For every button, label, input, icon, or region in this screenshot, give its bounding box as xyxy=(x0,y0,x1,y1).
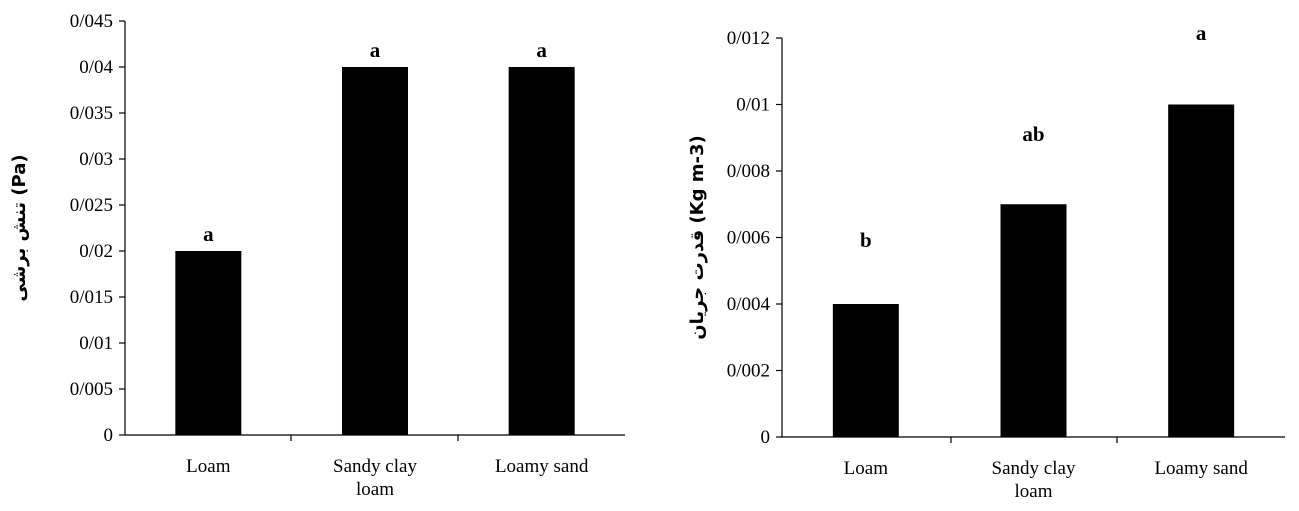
shear-stress-chart: 0 0/005 0/01 0/015 0/02 0/025 0/03 0/035 0/04 0/0… xyxy=(9,11,625,500)
significance-label: b xyxy=(860,228,872,252)
x-category-label-line: loam xyxy=(356,479,394,500)
x-category-label-line: Loamy sand xyxy=(1154,458,1248,479)
bar-1 xyxy=(832,304,899,437)
x-category-label: Loamy sand xyxy=(495,456,589,477)
bar-2 xyxy=(1000,204,1067,437)
significance-label: a xyxy=(370,38,381,62)
y-tick-label: 0/01 xyxy=(736,95,770,116)
x-category-label: Sandy clay loam xyxy=(992,458,1076,502)
y-tick-label: 0/02 xyxy=(79,241,113,262)
y-tick-label: 0 xyxy=(104,425,114,446)
bar-3 xyxy=(1168,104,1235,437)
significance-label: a xyxy=(536,38,547,62)
x-category-label-line: Loam xyxy=(186,456,231,477)
x-category-label: Loam xyxy=(186,456,231,477)
y-tick-label: 0/035 xyxy=(70,103,113,124)
x-category-label-line: Loam xyxy=(844,458,889,479)
y-tick-label: 0/005 xyxy=(70,379,113,400)
x-category-label-line: loam xyxy=(1015,481,1053,502)
x-category-label: Sandy clay loam xyxy=(333,456,417,500)
y-tick-label: 0/03 xyxy=(79,149,113,170)
y-tick-label: 0/004 xyxy=(727,294,771,315)
y-tick-label: 0/006 xyxy=(727,228,770,249)
stream-power-chart: 0 0/002 0/004 0/006 0/008 0/01 0/012 b Loam ab San… xyxy=(687,21,1285,502)
x-category-label-line: Sandy clay xyxy=(333,456,417,477)
y-tick-label: 0/025 xyxy=(70,195,113,216)
x-category-label: Loam xyxy=(844,458,889,479)
significance-label: a xyxy=(203,222,214,246)
y-tick-label: 0/012 xyxy=(727,28,770,49)
x-category-label-line: Sandy clay xyxy=(992,458,1076,479)
y-tick-label: 0/015 xyxy=(70,287,113,308)
bar-2 xyxy=(342,67,408,435)
y-tick-label: 0/008 xyxy=(727,161,770,182)
bar-3 xyxy=(508,67,575,435)
significance-label: ab xyxy=(1022,122,1044,146)
x-category-label: Loamy sand xyxy=(1154,458,1248,479)
y-tick-label: 0/045 xyxy=(70,11,113,32)
y-tick-label: 0/002 xyxy=(727,361,770,382)
bar-1 xyxy=(175,251,242,435)
y-tick-label: 0/01 xyxy=(79,333,113,354)
y-axis-title: قدرت جریان (Kg m-3) xyxy=(687,135,708,340)
y-tick-label: 0 xyxy=(761,427,771,448)
significance-label: a xyxy=(1196,21,1207,45)
x-category-label-line: Loamy sand xyxy=(495,456,589,477)
y-tick-label: 0/04 xyxy=(79,57,113,78)
y-axis-title: تنش برشی (Pa) xyxy=(9,154,30,301)
